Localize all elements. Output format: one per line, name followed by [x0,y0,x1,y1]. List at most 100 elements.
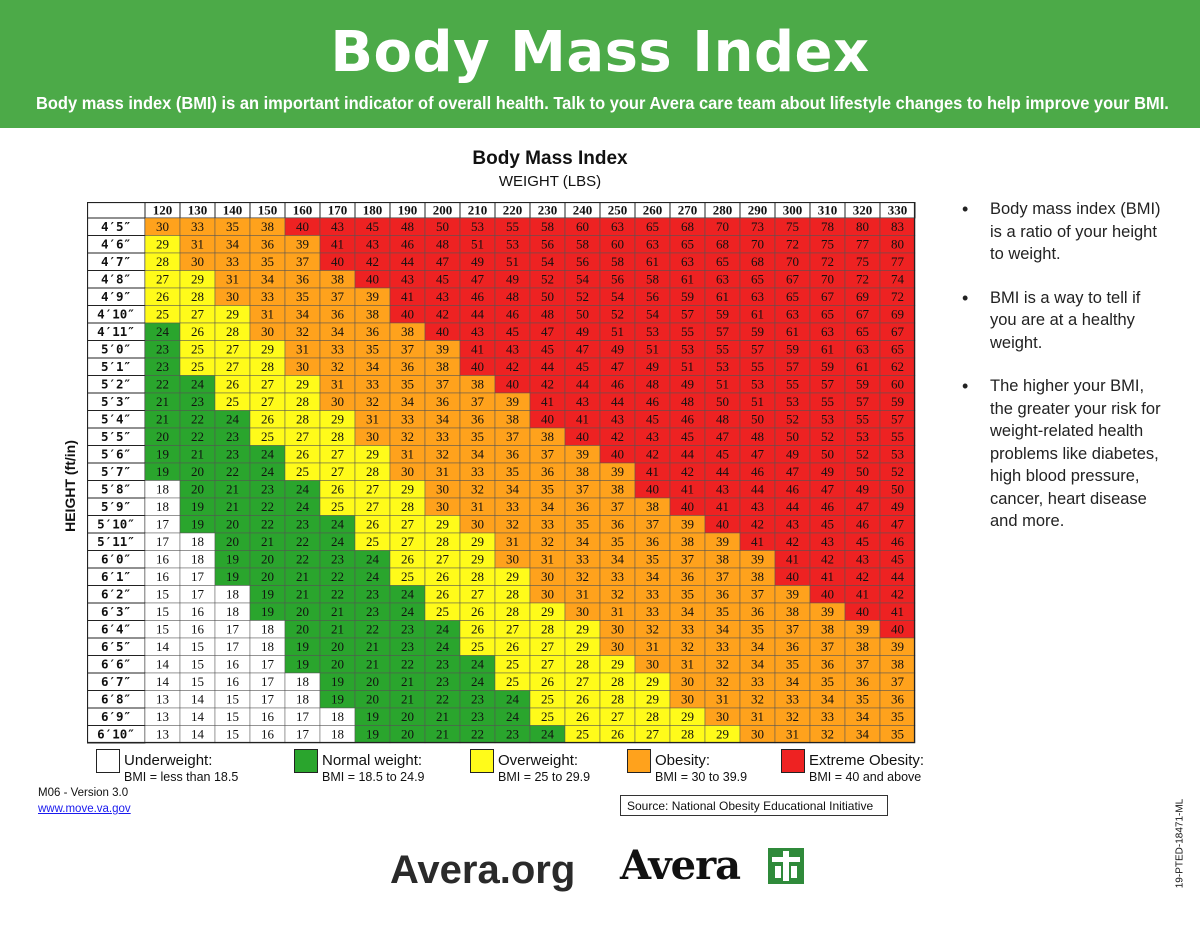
bmi-value-label: 68 [751,254,764,269]
bmi-value-label: 31 [401,447,414,462]
bmi-value-label: 30 [191,254,204,269]
bmi-value-label: 57 [856,394,870,409]
bmi-value-label: 29 [541,604,554,619]
legend-swatch [470,749,494,773]
bmi-value-label: 72 [821,254,834,269]
bmi-value-label: 52 [891,464,904,479]
bmi-value-label: 75 [821,237,834,252]
bmi-value-label: 27 [261,377,275,392]
bmi-value-label: 45 [366,219,379,234]
document-code: 19-PTED-18471-ML [1174,798,1186,889]
bmi-value-label: 24 [296,499,310,514]
bmi-value-label: 37 [471,394,485,409]
bmi-value-label: 20 [366,692,379,707]
bmi-value-label: 36 [786,639,800,654]
legend-swatch [781,749,805,773]
bmi-value-label: 25 [331,499,344,514]
legend-swatch [627,749,651,773]
bmi-value-label: 42 [541,377,554,392]
bmi-value-label: 43 [716,482,729,497]
bmi-value-label: 28 [261,359,274,374]
bmi-value-label: 49 [856,482,869,497]
bmi-value-label: 47 [576,342,590,357]
bmi-value-label: 26 [506,639,520,654]
bmi-value-label: 38 [821,622,834,637]
bmi-value-label: 17 [261,674,275,689]
bmi-value-label: 46 [891,534,905,549]
y-axis-label: HEIGHT (ft/in) [62,440,78,532]
bmi-value-label: 44 [541,359,555,374]
bmi-value-label: 37 [821,639,835,654]
bmi-value-label: 32 [331,359,344,374]
bmi-value-label: 27 [366,499,380,514]
bmi-value-label: 15 [156,604,169,619]
weight-tick-label: 310 [818,203,838,218]
bmi-value-label: 31 [331,377,344,392]
bmi-value-label: 33 [576,552,589,567]
bmi-value-label: 22 [296,534,309,549]
bmi-value-label: 35 [296,289,309,304]
bmi-value-label: 31 [296,342,309,357]
bmi-value-label: 30 [681,692,694,707]
bmi-value-label: 39 [716,534,729,549]
banner-subtitle: Body mass index (BMI) is an important in… [36,93,1169,113]
bmi-value-label: 32 [716,674,729,689]
bmi-value-label: 27 [576,674,590,689]
bmi-value-label: 27 [646,727,660,742]
bmi-value-label: 75 [856,254,869,269]
bmi-value-label: 38 [856,639,869,654]
bmi-value-label: 36 [751,604,765,619]
bmi-value-label: 38 [611,482,624,497]
bmi-value-label: 22 [226,464,239,479]
bmi-value-label: 68 [681,219,694,234]
bmi-value-label: 36 [296,272,310,287]
bmi-value-label: 30 [541,587,554,602]
bmi-value-label: 19 [156,447,169,462]
avera-url[interactable]: Avera.org [390,848,576,892]
height-tick-label: 6′9″ [101,709,131,724]
bmi-value-label: 38 [366,307,379,322]
bmi-value-label: 32 [366,394,379,409]
bmi-value-label: 52 [576,289,589,304]
bmi-value-label: 38 [261,219,274,234]
bmi-value-label: 80 [856,219,869,234]
website-link[interactable]: www.move.va.gov [38,803,131,815]
bmi-value-label: 68 [716,237,729,252]
bmi-value-label: 38 [751,569,764,584]
bmi-value-label: 39 [891,639,904,654]
bmi-value-label: 49 [576,324,589,339]
bmi-value-label: 31 [366,412,379,427]
bmi-value-label: 27 [541,639,555,654]
bmi-value-label: 47 [821,482,835,497]
bmi-value-label: 44 [611,394,625,409]
bmi-value-label: 32 [716,657,729,672]
bmi-value-label: 35 [541,482,554,497]
bullet-text: Body mass index (BMI) is a ratio of your… [990,200,1161,263]
bmi-value-label: 20 [156,429,169,444]
bmi-value-label: 43 [856,552,869,567]
bmi-value-label: 58 [646,272,659,287]
bmi-value-label: 41 [401,289,414,304]
bmi-value-label: 27 [296,429,310,444]
weight-tick-label: 170 [328,203,348,218]
bmi-value-label: 15 [191,639,204,654]
bmi-value-label: 33 [471,464,484,479]
bmi-value-label: 29 [436,517,449,532]
bmi-value-label: 70 [786,254,799,269]
bmi-value-label: 33 [646,587,659,602]
bmi-value-label: 59 [891,394,904,409]
bmi-value-label: 25 [401,569,414,584]
height-tick-label: 5′9″ [101,499,131,514]
bmi-value-label: 32 [506,517,519,532]
bmi-value-label: 36 [366,324,380,339]
legend-range: BMI = 18.5 to 24.9 [322,770,425,784]
bmi-value-label: 53 [751,377,764,392]
bmi-value-label: 43 [751,499,764,514]
bmi-value-label: 25 [366,534,379,549]
bmi-value-label: 25 [226,394,239,409]
bmi-value-label: 23 [296,517,309,532]
bmi-value-label: 22 [436,692,449,707]
bmi-value-label: 36 [506,447,520,462]
bmi-value-label: 24 [261,447,275,462]
bmi-value-label: 28 [576,657,589,672]
